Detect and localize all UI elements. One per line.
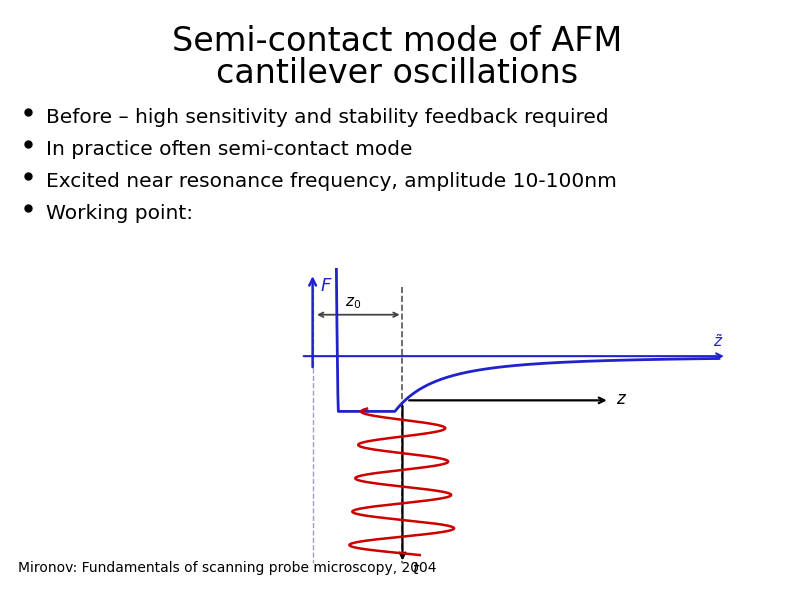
- Text: In practice often semi-contact mode: In practice often semi-contact mode: [46, 140, 413, 159]
- Text: Before – high sensitivity and stability feedback required: Before – high sensitivity and stability …: [46, 108, 609, 127]
- Text: Mironov: Fundamentals of scanning probe microscopy, 2004: Mironov: Fundamentals of scanning probe …: [18, 561, 437, 575]
- Text: $\tilde{z}$: $\tilde{z}$: [712, 333, 723, 350]
- Text: $z_0$: $z_0$: [345, 296, 361, 311]
- Text: $t$: $t$: [412, 560, 420, 577]
- Text: cantilever oscillations: cantilever oscillations: [216, 57, 578, 90]
- Text: Semi-contact mode of AFM: Semi-contact mode of AFM: [172, 25, 622, 58]
- Text: $F$: $F$: [321, 277, 333, 296]
- Text: $z$: $z$: [616, 390, 627, 408]
- Text: Working point:: Working point:: [46, 204, 193, 223]
- Text: Excited near resonance frequency, amplitude 10-100nm: Excited near resonance frequency, amplit…: [46, 172, 617, 191]
